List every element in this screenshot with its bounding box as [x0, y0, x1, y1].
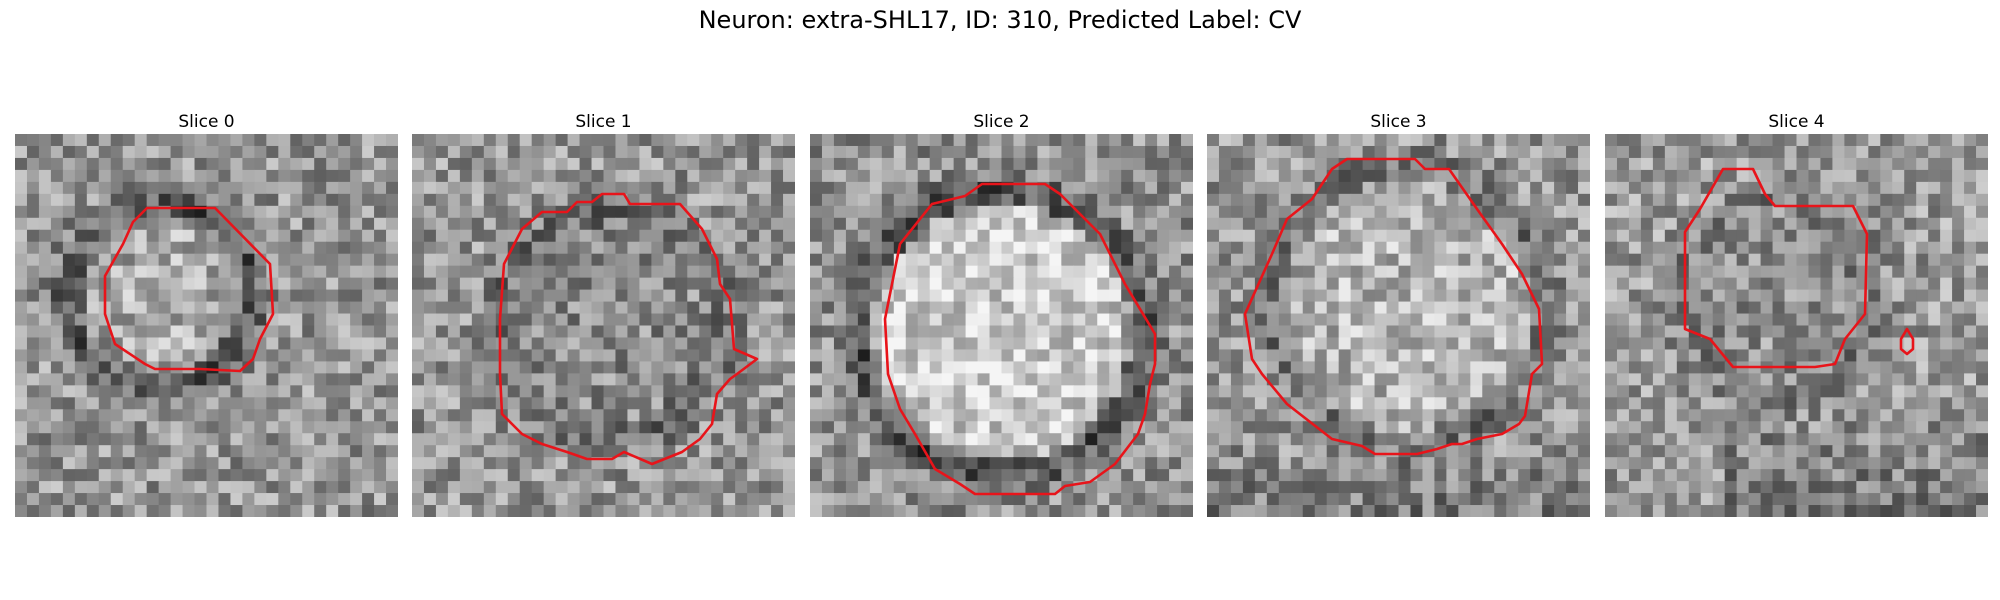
segmentation-contour-0: [103, 206, 275, 373]
slice-pixels-4: [1605, 134, 1988, 517]
figure-title: Neuron: extra-SHL17, ID: 310, Predicted …: [698, 6, 1302, 34]
slice-title-2: Slice 2: [973, 112, 1030, 132]
slice-image-2: [810, 134, 1193, 517]
slice-pixels-0: [15, 134, 398, 517]
slice-title-0: Slice 0: [178, 112, 235, 132]
segmentation-contour-4: [1683, 167, 1869, 369]
slice-image-3: [1207, 134, 1590, 517]
slice-pixels-3: [1207, 134, 1590, 517]
slice-pixels-1: [412, 134, 795, 517]
slice-image-1: [412, 134, 795, 517]
slice-title-1: Slice 1: [575, 112, 632, 132]
slice-title-4: Slice 4: [1768, 112, 1825, 132]
slice-panel-3: Slice 3: [1207, 110, 1590, 517]
segmentation-contour-3: [1243, 157, 1544, 456]
segmentation-contour-2: [883, 182, 1157, 496]
slice-title-3: Slice 3: [1370, 112, 1427, 132]
slice-panel-2: Slice 2: [810, 110, 1193, 517]
slice-image-4: [1605, 134, 1988, 517]
slice-image-0: [15, 134, 398, 517]
slice-panel-0: Slice 0: [15, 110, 398, 517]
segmentation-contour-1: [498, 192, 759, 466]
slice-pixels-2: [810, 134, 1193, 517]
segmentation-contour-4-small: [1899, 327, 1915, 356]
slice-panel-4: Slice 4: [1605, 110, 1988, 517]
slice-panel-1: Slice 1: [412, 110, 795, 517]
